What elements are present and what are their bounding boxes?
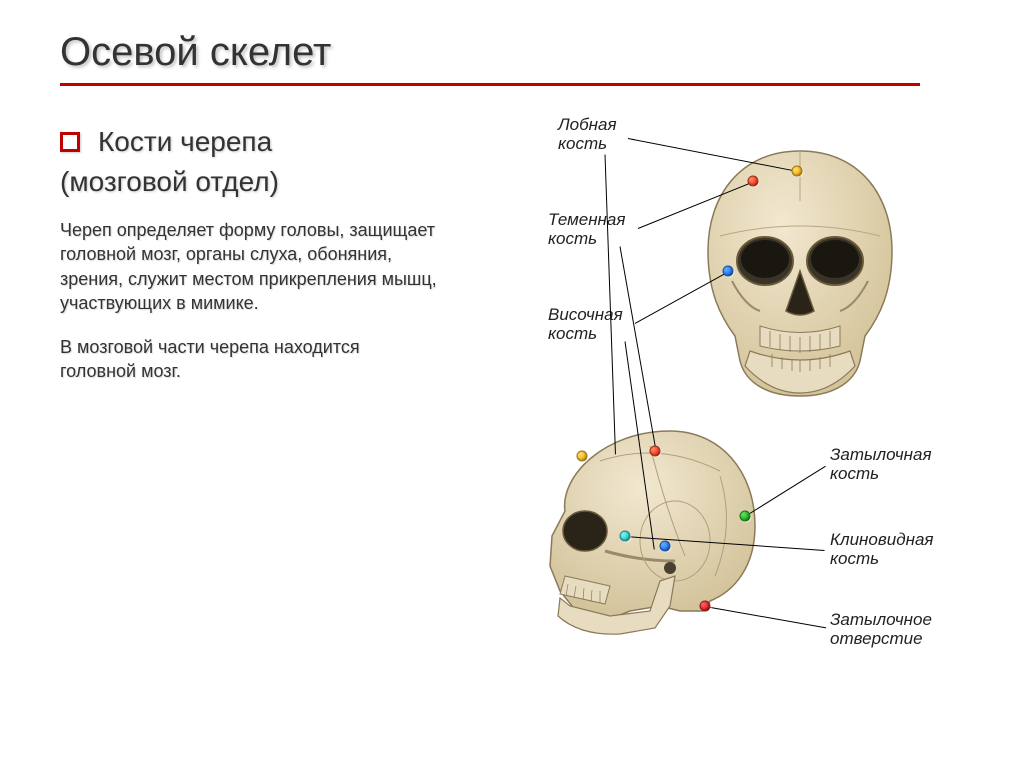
subtitle-line2: (мозговой отдел) [60, 166, 440, 198]
label-frontal-l1: Лобная [558, 115, 617, 134]
label-parietal-l1: Теменная [548, 210, 625, 229]
diagram-area: Лобная кость Теменная кость Височная кос… [460, 116, 974, 696]
marker-sphenoid [620, 531, 631, 542]
title-underline [60, 83, 920, 86]
marker-parietal-side [650, 446, 661, 457]
marker-foramen [700, 601, 711, 612]
label-temporal-l2: кость [548, 324, 597, 343]
label-frontal: Лобная кость [558, 116, 617, 153]
label-parietal-l2: кость [548, 229, 597, 248]
slide-container: Осевой скелет Кости черепа (мозговой отд… [0, 0, 1024, 768]
paragraph-1: Череп определяет форму головы, защищает … [60, 218, 440, 315]
label-occipital: Затылочная кость [830, 446, 932, 483]
left-column: Кости черепа (мозговой отдел) Череп опре… [60, 116, 440, 696]
label-occipital-l1: Затылочная [830, 445, 932, 464]
content-row: Кости черепа (мозговой отдел) Череп опре… [60, 116, 974, 696]
label-parietal: Теменная кость [548, 211, 625, 248]
bullet-row: Кости черепа [60, 126, 440, 158]
slide-title: Осевой скелет [60, 30, 974, 75]
label-temporal-l1: Височная [548, 305, 623, 324]
label-occipital-l2: кость [830, 464, 879, 483]
marker-temporal [723, 266, 734, 277]
label-foramen-l1: Затылочное [830, 610, 932, 629]
label-foramen: Затылочное отверстие [830, 611, 932, 648]
subtitle-bullet: Кости черепа [98, 126, 272, 158]
marker-parietal [748, 176, 759, 187]
marker-frontal-side [577, 451, 588, 462]
bullet-square-icon [60, 132, 80, 152]
label-frontal-l2: кость [558, 134, 607, 153]
marker-frontal [792, 166, 803, 177]
label-foramen-l2: отверстие [830, 629, 923, 648]
paragraph-2: В мозговой части черепа находится головн… [60, 335, 440, 384]
label-sphenoid: Клиновидная кость [830, 531, 934, 568]
label-sphenoid-l1: Клиновидная [830, 530, 934, 549]
label-sphenoid-l2: кость [830, 549, 879, 568]
marker-occipital [740, 511, 751, 522]
marker-temporal-side [660, 541, 671, 552]
